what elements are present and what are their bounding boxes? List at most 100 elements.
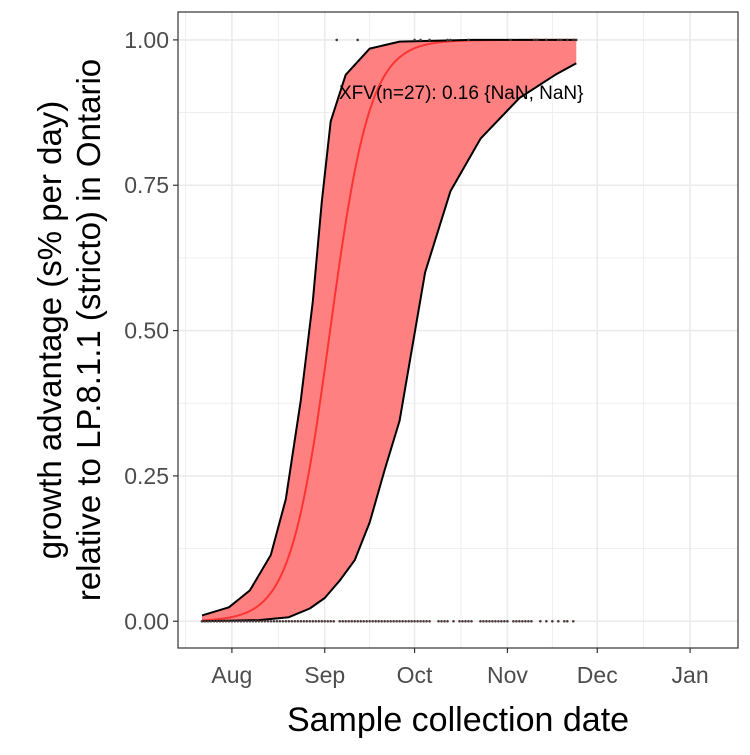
data-point-0 <box>233 619 237 623</box>
axes: 0.00 0.25 0.50 0.75 1.00 Aug Sep Oct Nov Dec Jan <box>124 27 708 688</box>
data-point-0 <box>239 619 243 623</box>
data-point-0 <box>374 619 377 623</box>
data-point-0 <box>215 619 219 623</box>
data-point-0 <box>458 619 461 623</box>
y-tick-label: 0.25 <box>124 463 169 489</box>
y-axis-title-line2: relative to LP.8.1.1 (stricto) in Ontari… <box>70 59 107 601</box>
data-point-1 <box>571 38 575 42</box>
data-point-0 <box>524 619 527 623</box>
data-point-0 <box>527 619 530 623</box>
data-point-0 <box>206 619 210 623</box>
x-axis-title: Sample collection date <box>287 701 629 739</box>
data-point-0 <box>488 619 491 623</box>
data-point-0 <box>485 619 488 623</box>
data-point-0 <box>425 619 428 623</box>
data-point-0 <box>380 619 383 623</box>
data-point-0 <box>218 619 222 623</box>
confidence-ribbon <box>201 39 577 622</box>
data-point-0 <box>290 619 294 623</box>
data-point-0 <box>571 619 575 623</box>
data-point-0 <box>503 619 506 623</box>
data-point-0 <box>563 619 566 623</box>
data-point-0 <box>377 619 380 623</box>
data-point-0 <box>278 619 282 623</box>
data-point-0 <box>344 619 348 623</box>
data-point-0 <box>470 619 473 623</box>
data-point-0 <box>389 619 392 623</box>
data-point-0 <box>302 619 306 623</box>
x-tick-label: Aug <box>211 662 252 688</box>
data-point-0 <box>305 619 309 623</box>
data-point-0 <box>494 619 497 623</box>
data-point-0 <box>296 619 300 623</box>
y-tick-label: 1.00 <box>124 27 169 53</box>
data-point-1 <box>449 38 452 42</box>
data-point-0 <box>332 619 336 623</box>
data-point-0 <box>500 619 503 623</box>
y-tick-label: 0.00 <box>124 608 169 634</box>
data-point-0 <box>353 619 356 623</box>
data-point-0 <box>413 619 416 623</box>
data-point-1 <box>446 38 449 42</box>
data-point-0 <box>227 619 231 623</box>
data-point-0 <box>386 619 389 623</box>
data-point-0 <box>410 619 413 623</box>
data-point-1 <box>335 38 339 42</box>
data-point-0 <box>230 619 234 623</box>
data-point-0 <box>467 619 470 623</box>
x-tick-label: Nov <box>487 662 528 688</box>
upper-bound-line <box>201 38 577 617</box>
data-point-0 <box>497 619 500 623</box>
data-point-0 <box>314 619 318 623</box>
data-point-1 <box>356 38 359 42</box>
data-point-0 <box>443 619 446 623</box>
data-point-1 <box>557 38 560 42</box>
marks <box>200 38 578 623</box>
data-point-0 <box>482 619 485 623</box>
data-point-0 <box>308 619 312 623</box>
data-point-0 <box>371 619 374 623</box>
data-point-0 <box>539 619 542 623</box>
data-point-0 <box>209 619 213 623</box>
data-point-0 <box>329 619 333 623</box>
data-point-0 <box>341 619 345 623</box>
data-point-0 <box>383 619 386 623</box>
data-point-0 <box>440 619 443 623</box>
data-point-1 <box>509 38 512 42</box>
data-point-1 <box>533 38 536 42</box>
data-point-1 <box>419 38 422 42</box>
data-point-0 <box>266 619 270 623</box>
x-tick-label: Jan <box>672 662 709 688</box>
data-point-0 <box>356 619 359 623</box>
data-point-0 <box>347 619 350 623</box>
data-point-0 <box>428 619 431 623</box>
data-point-0 <box>287 619 291 623</box>
data-point-0 <box>422 619 425 623</box>
data-point-0 <box>269 619 273 623</box>
data-point-0 <box>545 619 548 623</box>
y-tick-label: 0.50 <box>124 318 169 344</box>
data-point-0 <box>566 619 569 623</box>
data-point-1 <box>428 38 431 42</box>
data-point-1 <box>467 38 470 42</box>
data-point-0 <box>311 619 315 623</box>
data-point-0 <box>203 619 207 623</box>
data-point-0 <box>530 619 533 623</box>
data-point-0 <box>437 619 440 623</box>
data-point-0 <box>491 619 494 623</box>
data-point-0 <box>446 619 449 623</box>
data-point-0 <box>200 619 204 623</box>
x-tick-label: Sep <box>304 662 345 688</box>
data-point-0 <box>362 619 365 623</box>
annotation: XFV(n=27): 0.16 {NaN, NaN} <box>339 83 584 104</box>
data-point-0 <box>551 619 554 623</box>
data-point-0 <box>326 619 330 623</box>
data-point-0 <box>518 619 521 623</box>
data-point-0 <box>323 619 327 623</box>
data-point-0 <box>251 619 255 623</box>
data-point-0 <box>263 619 267 623</box>
data-point-0 <box>257 619 261 623</box>
y-axis-title-line1: growth advantage (s% per day) <box>31 101 68 560</box>
data-point-0 <box>398 619 401 623</box>
